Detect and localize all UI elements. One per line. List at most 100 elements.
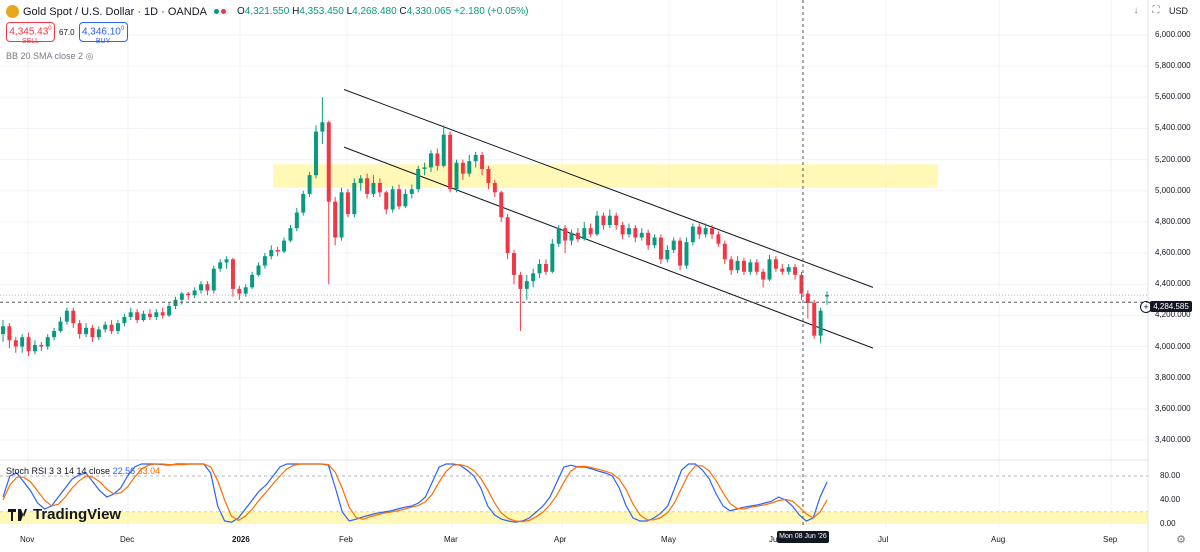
candle: [314, 125, 318, 179]
price-axis-label: 4,800.000: [1155, 216, 1191, 226]
rsi-axis-label: 80.00: [1160, 471, 1181, 480]
candle: [339, 187, 344, 241]
candle-body: [467, 161, 472, 174]
resistance-zone: [273, 164, 938, 188]
candle-body: [77, 323, 82, 335]
candle-body: [199, 284, 203, 291]
rsi-oversold-zone: [0, 512, 1148, 524]
candle-body: [710, 228, 715, 235]
buy-button[interactable]: 4,346.100 BUY: [78, 22, 128, 45]
candle: [607, 209, 612, 229]
candle-body: [243, 287, 248, 294]
candle: [109, 320, 114, 335]
rsi-axis-label: 40.00: [1160, 495, 1181, 504]
candle: [818, 307, 823, 344]
candle-body: [422, 167, 427, 169]
candle-body: [716, 234, 721, 244]
candle-body: [160, 312, 165, 316]
candle-body: [371, 182, 376, 194]
symbol-title[interactable]: Gold Spot / U.S. Dollar · 1D · OANDA: [23, 5, 207, 18]
eye-icon[interactable]: ◎: [85, 51, 94, 61]
candle: [499, 190, 504, 222]
stoch-rsi-legend[interactable]: Stoch RSI 3 3 14 14 close 22.56 33.04: [6, 466, 161, 476]
price-axis-label: 6,000.000: [1155, 30, 1191, 39]
candle-body: [288, 228, 293, 241]
candle: [409, 184, 414, 199]
candle: [320, 97, 325, 145]
market-status-badge[interactable]: [211, 8, 229, 15]
candle: [543, 259, 548, 275]
price-axis-label: 3,800.000: [1155, 372, 1191, 382]
candle: [416, 165, 421, 193]
candle-body: [128, 312, 133, 317]
tradingview-logo[interactable]: TradingView: [8, 506, 121, 523]
price-axis-label: 5,000.000: [1155, 185, 1191, 195]
candle: [32, 340, 37, 355]
candle-body: [71, 310, 76, 324]
currency-selector[interactable]: USD: [1168, 6, 1188, 16]
candle: [243, 284, 248, 297]
candle: [780, 263, 785, 275]
candle: [84, 323, 89, 338]
candle: [697, 223, 702, 240]
candle: [173, 296, 178, 310]
candle: [518, 271, 523, 331]
sell-button[interactable]: 4,345.430 SELL: [6, 22, 55, 45]
candle: [556, 225, 561, 247]
candle: [441, 125, 446, 168]
candle: [275, 246, 280, 257]
candle-body: [639, 232, 644, 238]
candle: [582, 221, 587, 241]
candle: [729, 256, 734, 275]
fullscreen-icon[interactable]: ⛶: [1152, 5, 1160, 16]
candle-body: [780, 268, 785, 272]
candle-body: [671, 240, 676, 250]
gear-icon[interactable]: ⚙: [1176, 534, 1186, 546]
channel-lower-line[interactable]: [343, 146, 874, 349]
candle: [537, 259, 542, 278]
candle: [186, 292, 191, 300]
candle: [575, 228, 580, 243]
candle-body: [109, 324, 114, 331]
top-right-toolbar: ↓ ⛶ USD: [1129, 4, 1188, 18]
candle: [665, 245, 670, 263]
candle: [20, 334, 25, 353]
candle: [825, 291, 829, 305]
price-axis-label: 4,400.000: [1155, 279, 1191, 289]
candle-body: [505, 217, 510, 254]
time-axis-label: Aug: [991, 535, 1006, 544]
candle-body: [103, 324, 108, 330]
candle-body: [365, 178, 370, 194]
candle: [352, 178, 357, 218]
candle-body: [167, 306, 172, 316]
price-axis-label: 4,200.000: [1155, 310, 1191, 320]
candle: [147, 309, 152, 321]
candle: [486, 165, 491, 190]
candle: [716, 231, 721, 247]
candle: [614, 212, 619, 230]
candle-body: [20, 337, 25, 347]
candle-body: [352, 182, 357, 215]
candle: [237, 285, 242, 300]
candle: [384, 190, 389, 215]
candle-body: [435, 153, 440, 166]
candle-body: [84, 327, 89, 335]
channel-upper-line[interactable]: [343, 89, 874, 288]
candle-body: [595, 215, 600, 235]
candle: [13, 337, 18, 353]
candle: [754, 259, 759, 275]
candle: [154, 309, 159, 321]
candle: [96, 326, 101, 341]
bb-indicator-label[interactable]: BB 20 SMA close 2 ◎: [6, 51, 94, 61]
arrow-down-icon[interactable]: ↓: [1133, 5, 1139, 16]
candle-body: [7, 326, 12, 341]
candle: [71, 307, 76, 328]
candle-body: [825, 295, 829, 297]
price-axis-label: 5,800.000: [1155, 61, 1191, 71]
candle-body: [192, 290, 197, 296]
candle-body: [633, 228, 638, 238]
candle-body: [543, 263, 548, 272]
candle-body: [703, 228, 708, 235]
candle-body: [607, 215, 612, 226]
